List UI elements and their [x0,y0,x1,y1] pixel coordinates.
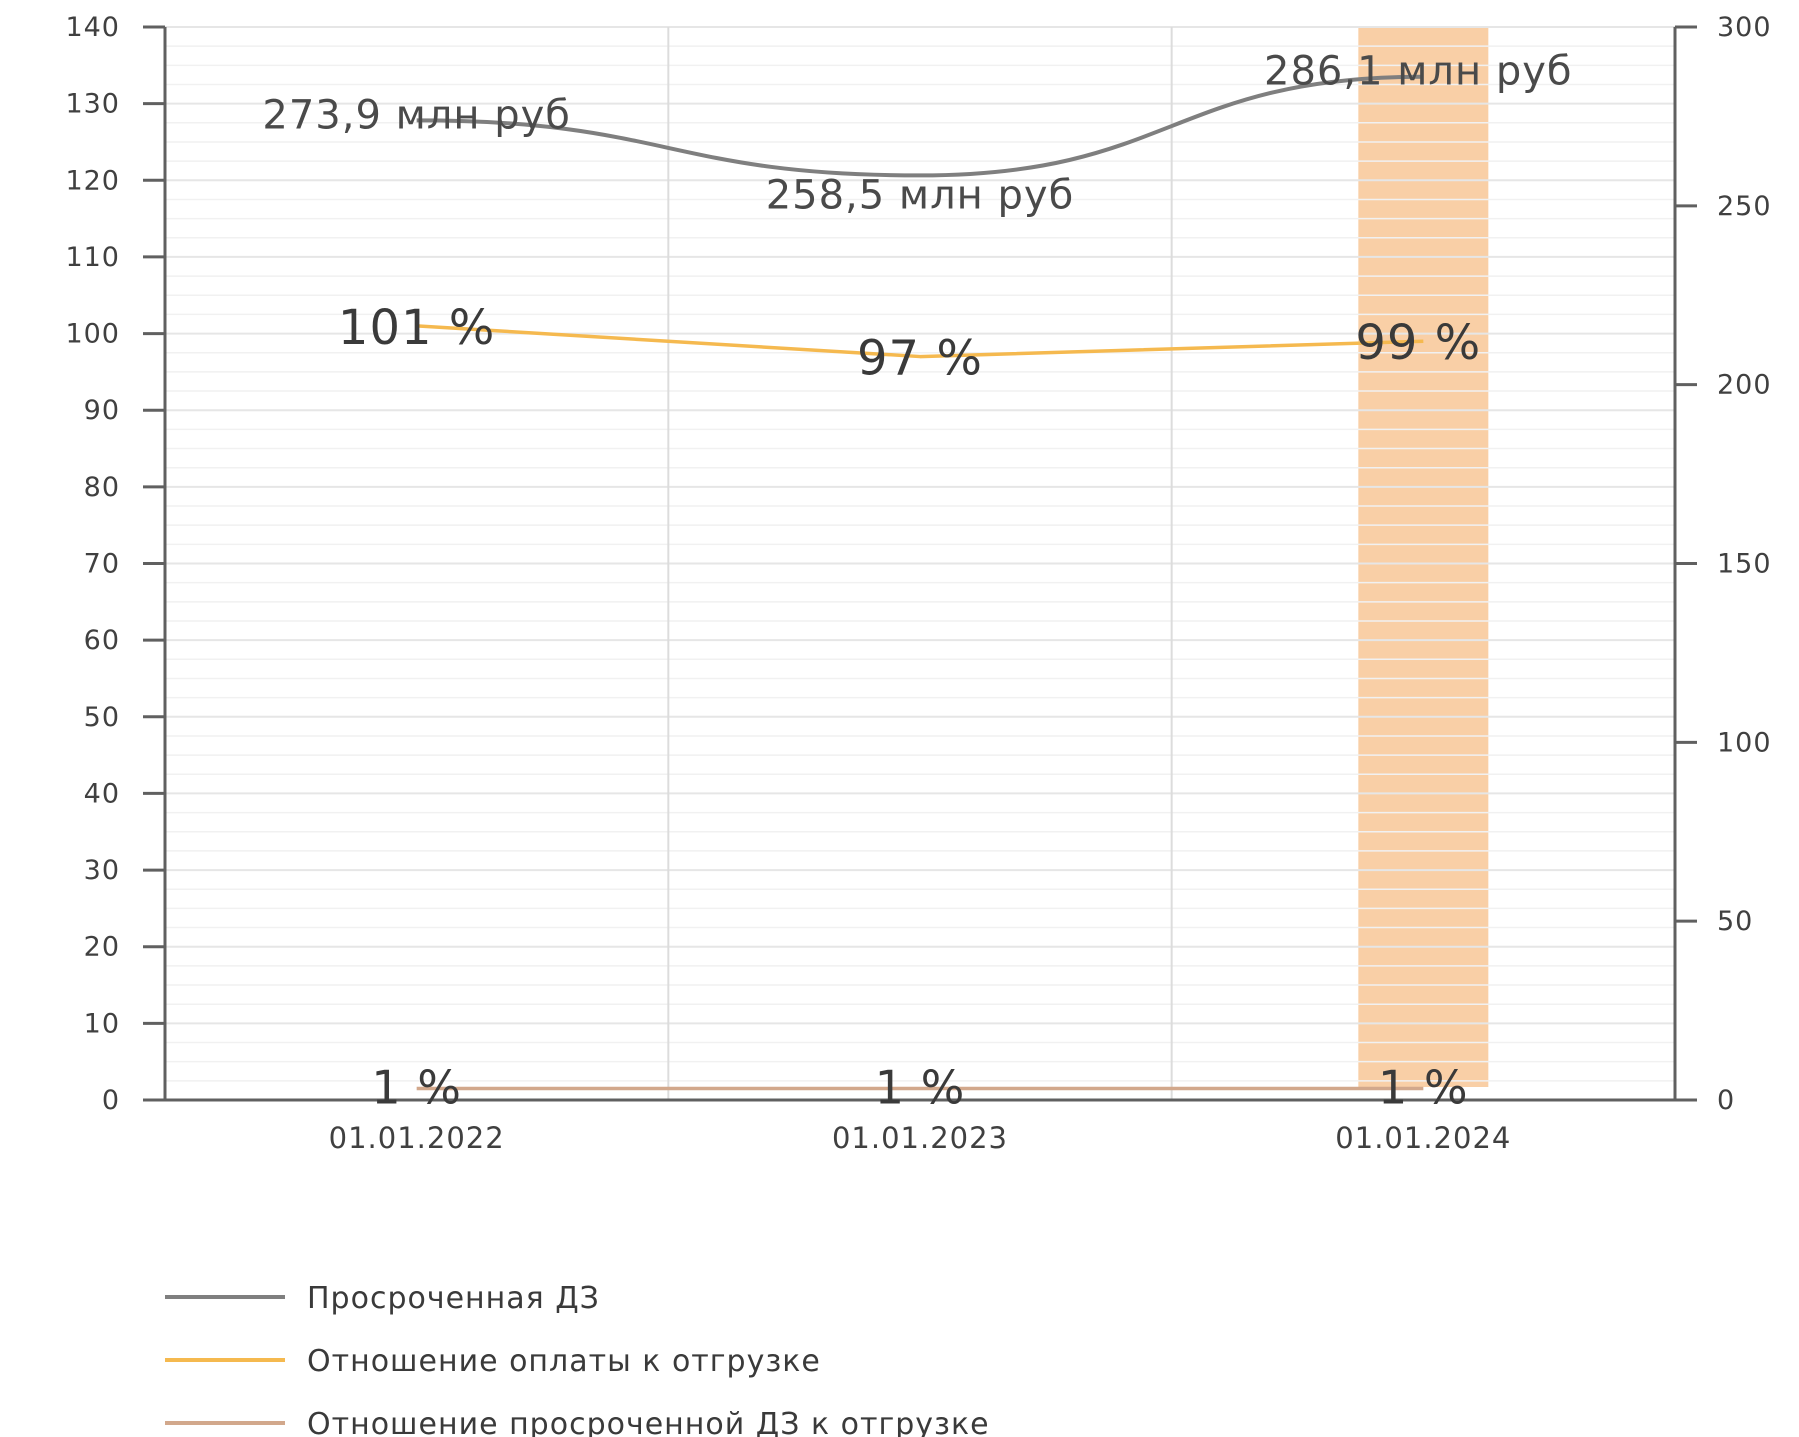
x-category-label: 01.01.2023 [832,1121,1008,1155]
data-label: 258,5 млн руб [766,172,1075,218]
y-right-tick-label: 100 [1717,727,1772,758]
y-left-tick-label: 130 [65,89,120,120]
y-right-tick-label: 50 [1717,906,1753,937]
data-label: 101 % [338,300,495,356]
y-left-tick-label: 70 [84,549,120,580]
y-right-tick-label: 150 [1717,549,1772,580]
data-label: 286,1 млн руб [1264,49,1573,95]
highlight-band [1358,27,1489,1087]
series-line-1 [416,74,1424,178]
legend-item-label: Отношение просроченной ДЗ к отгрузке [307,1407,990,1437]
series-line-2 [416,324,1424,359]
y-right-tick-label: 0 [1717,1085,1735,1116]
legend: Просроченная ДЗ Отношение оплаты к отгруз… [165,1281,990,1437]
y-left-tick-label: 20 [84,932,120,963]
y-left-tick-label: 120 [65,165,120,196]
y-left-tick-label: 100 [65,319,120,350]
data-label: 1 % [371,1061,462,1115]
x-category-label: 01.01.2022 [329,1121,505,1155]
y-left-tick-label: 40 [84,778,120,809]
y-left-tick-label: 50 [84,702,120,733]
y-right-tick-label: 300 [1717,12,1772,43]
axes: 0 10 20 30 40 50 60 70 80 90 100 110 120 130 140 0 50 100… [65,12,1772,1155]
grid [165,26,1675,1101]
y-right-tick-label: 250 [1717,191,1772,222]
y-left-tick-label: 0 [102,1085,120,1116]
data-label: 99 % [1355,315,1481,371]
legend-item-label: Просроченная ДЗ [307,1281,600,1316]
y-left-tick-label: 90 [84,395,120,426]
series-lines [416,74,1424,1091]
legend-item-label: Отношение оплаты к отгрузке [307,1344,821,1379]
y-left-tick-label: 60 [84,625,120,656]
y-right-tick-label: 200 [1717,370,1772,401]
y-left-tick-label: 80 [84,472,120,503]
data-label: 1 % [1378,1061,1469,1115]
data-labels: 273,9 млн руб 258,5 млн руб 286,1 млн руб 1… [262,49,1573,1115]
y-left-tick-label: 10 [84,1008,120,1039]
y-left-tick-label: 30 [84,855,120,886]
data-label: 1 % [875,1061,966,1115]
y-left-tick-label: 110 [65,242,120,273]
x-category-label: 01.01.2024 [1335,1121,1511,1155]
y-left-tick-label: 140 [65,12,120,43]
data-label: 273,9 млн руб [262,92,571,138]
data-label: 97 % [857,331,983,387]
